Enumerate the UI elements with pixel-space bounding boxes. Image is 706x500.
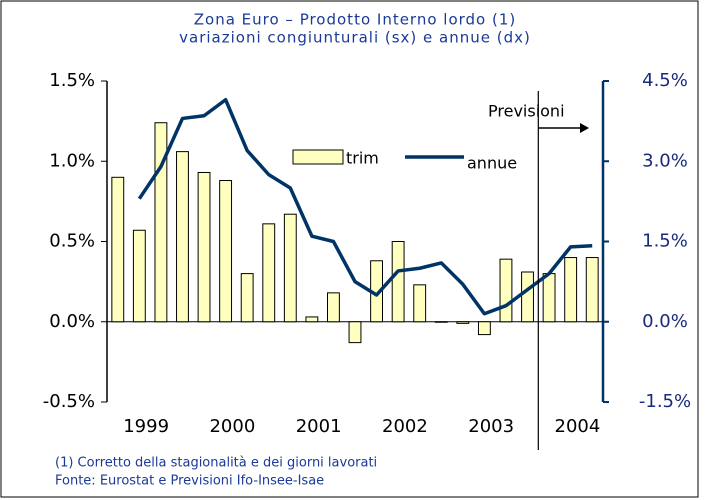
x-tick-label: 2003	[468, 416, 514, 437]
footnote: Fonte: Eurostat e Previsioni Ifo-Insee-I…	[55, 474, 324, 489]
bar	[154, 122, 168, 323]
bar	[132, 229, 146, 323]
bar	[262, 223, 276, 323]
bar	[585, 257, 599, 323]
y-tick-label: -0.5%	[43, 391, 95, 412]
x-tick-label: 2001	[296, 416, 342, 437]
annotation-arrowhead	[580, 123, 589, 133]
bar	[240, 273, 254, 323]
bar	[499, 258, 513, 323]
bar	[197, 171, 211, 323]
bar	[391, 241, 405, 323]
bar	[413, 284, 427, 323]
x-tick-label: 2000	[209, 416, 255, 437]
y2-tick-label: 0.0%	[642, 311, 688, 332]
bar	[305, 316, 319, 323]
y2-tick-label: -1.5%	[639, 391, 691, 412]
y-tick-label: 0.0%	[49, 311, 95, 332]
bar	[477, 321, 491, 336]
y-tick-label: 1.0%	[49, 150, 95, 171]
legend-label: annue	[467, 154, 517, 173]
y2-tick-label: 1.5%	[642, 231, 688, 252]
legend-label: trim	[346, 149, 379, 168]
x-tick-label: 1999	[123, 416, 169, 437]
x-tick-label: 2004	[555, 416, 601, 437]
x-tick-label: 2002	[382, 416, 428, 437]
y2-tick-label: 4.5%	[642, 70, 688, 91]
bar	[434, 321, 448, 323]
bar	[219, 180, 233, 323]
bar	[542, 273, 556, 323]
y-tick-label: 0.5%	[49, 231, 95, 252]
chart-subtitle: variazioni congiunturali (sx) e annue (d…	[179, 29, 531, 47]
chart-title: Zona Euro – Prodotto Interno lordo (1)	[194, 11, 517, 29]
bar	[111, 176, 125, 323]
bar	[348, 321, 362, 344]
bar	[327, 292, 340, 323]
annotation: Previsioni	[488, 102, 565, 121]
bar	[521, 271, 534, 323]
y2-tick-label: 3.0%	[642, 150, 688, 171]
footnote: (1) Corretto della stagionalità e dei gi…	[55, 456, 377, 471]
bar	[176, 151, 189, 323]
line	[137, 97, 593, 316]
y-tick-label: 1.5%	[49, 70, 95, 91]
legend-swatch	[292, 149, 344, 165]
bar	[283, 213, 297, 323]
bar	[456, 321, 470, 324]
bar	[564, 257, 578, 323]
